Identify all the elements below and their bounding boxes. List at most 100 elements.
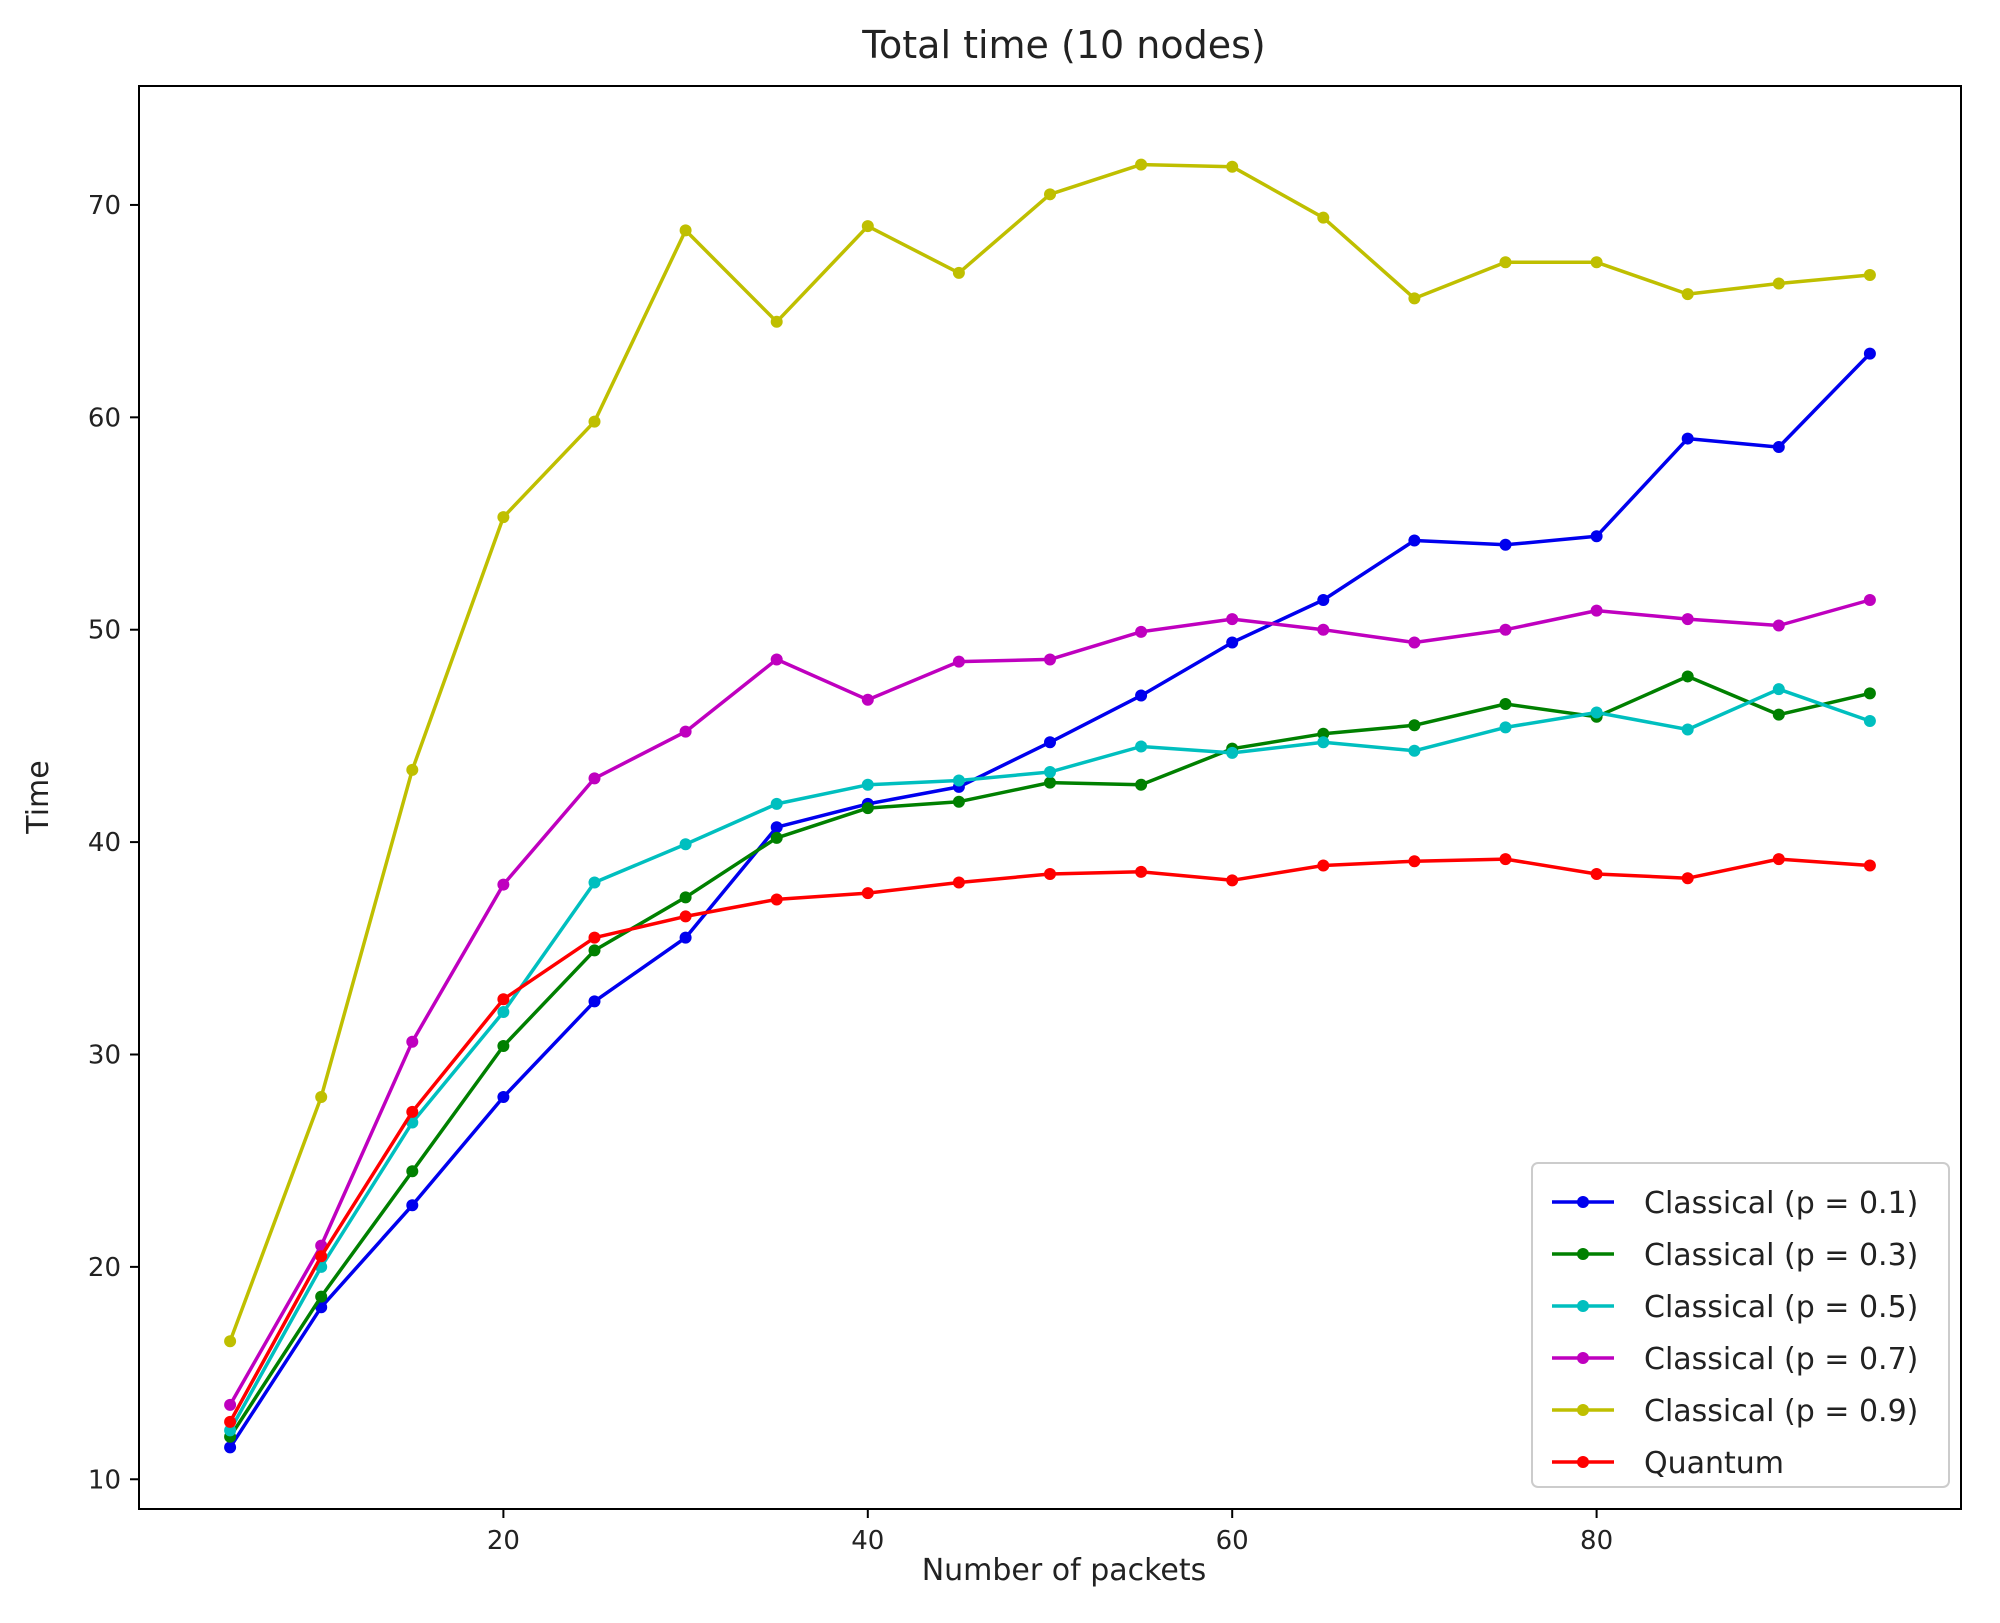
data-point	[315, 1250, 328, 1263]
legend-label: Classical (p = 0.1)	[1644, 1186, 1918, 1221]
data-point	[1681, 613, 1694, 626]
data-point	[1590, 706, 1603, 719]
data-point	[1317, 727, 1330, 740]
data-point	[1863, 859, 1876, 872]
data-point	[1772, 277, 1785, 290]
series-layer	[224, 158, 1876, 1454]
legend-label: Classical (p = 0.3)	[1644, 1238, 1918, 1273]
data-point	[861, 220, 874, 233]
data-point	[497, 1006, 510, 1019]
data-point	[1317, 736, 1330, 749]
data-point	[1408, 292, 1421, 305]
data-point	[588, 931, 601, 944]
data-point	[861, 802, 874, 815]
data-point	[1317, 593, 1330, 606]
data-point	[1135, 689, 1148, 702]
data-point	[224, 1415, 237, 1428]
data-point	[1317, 623, 1330, 636]
data-point	[497, 511, 510, 524]
data-point	[952, 876, 965, 889]
data-point	[1681, 670, 1694, 683]
data-point	[1408, 636, 1421, 649]
data-point	[952, 266, 965, 279]
data-point	[679, 931, 692, 944]
data-point	[679, 891, 692, 904]
legend-swatch-marker	[1577, 1196, 1589, 1208]
data-point	[770, 893, 783, 906]
data-point	[1135, 158, 1148, 171]
y-tick-label: 70	[88, 191, 121, 221]
data-point	[224, 1424, 237, 1437]
data-point	[1226, 746, 1239, 759]
data-point	[1681, 872, 1694, 885]
x-tick-label: 60	[1216, 1526, 1249, 1556]
data-point	[1499, 853, 1512, 866]
data-point	[1408, 855, 1421, 868]
data-point	[770, 315, 783, 328]
data-point	[1590, 530, 1603, 543]
data-point	[1135, 625, 1148, 638]
legend-swatch-marker	[1577, 1404, 1589, 1416]
data-point	[1044, 867, 1056, 880]
legend: Classical (p = 0.1) Classical (p = 0.3) Cl…	[1531, 1162, 1950, 1488]
series-6	[224, 853, 1876, 1428]
data-point	[224, 1398, 237, 1411]
y-tick-label: 20	[88, 1253, 121, 1283]
data-point	[1772, 708, 1785, 721]
legend-swatch-marker	[1577, 1352, 1589, 1364]
data-point	[497, 878, 510, 891]
data-point	[406, 1035, 419, 1048]
data-point	[1772, 441, 1785, 454]
data-point	[406, 1105, 419, 1118]
data-point	[1135, 865, 1148, 878]
data-point	[770, 653, 783, 666]
data-point	[1499, 698, 1512, 711]
data-point	[1317, 211, 1330, 224]
series-3	[224, 683, 1876, 1437]
series-4	[224, 593, 1876, 1411]
data-point	[1681, 723, 1694, 736]
x-tick-label: 20	[487, 1526, 520, 1556]
chart-title: Total time (10 nodes)	[861, 23, 1265, 67]
data-point	[679, 910, 692, 923]
data-point	[1590, 604, 1603, 617]
x-axis-label: Number of packets	[922, 1553, 1207, 1588]
x-tick-label: 80	[1580, 1526, 1613, 1556]
data-point	[497, 1039, 510, 1052]
data-point	[1499, 538, 1512, 551]
data-point	[588, 876, 601, 889]
y-tick-label: 40	[88, 828, 121, 858]
legend-item: Classical (p = 0.5)	[1552, 1290, 1918, 1325]
data-point	[224, 1441, 237, 1454]
data-point	[1772, 683, 1785, 696]
data-point	[770, 821, 783, 834]
legend-label: Classical (p = 0.9)	[1644, 1394, 1918, 1429]
data-point	[315, 1290, 328, 1303]
data-point	[1590, 867, 1603, 880]
data-point	[1226, 874, 1239, 887]
y-axis-label: Time	[21, 760, 56, 834]
data-point	[679, 725, 692, 738]
legend-swatch-marker	[1577, 1248, 1589, 1260]
x-axis: 20 40 60 80	[487, 1509, 1613, 1556]
data-point	[1408, 534, 1421, 547]
data-point	[1590, 256, 1603, 269]
data-point	[1044, 766, 1056, 779]
data-point	[952, 795, 965, 808]
data-point	[1863, 687, 1876, 700]
y-tick-label: 50	[88, 616, 121, 646]
data-point	[1044, 188, 1056, 201]
data-point	[952, 774, 965, 787]
legend-item: Classical (p = 0.1)	[1552, 1186, 1918, 1221]
data-point	[861, 693, 874, 706]
data-point	[406, 763, 419, 776]
data-point	[406, 1199, 419, 1212]
data-point	[1135, 740, 1148, 753]
series-5	[224, 158, 1876, 1348]
data-point	[952, 655, 965, 668]
data-point	[588, 772, 601, 785]
data-point	[1681, 432, 1694, 445]
data-point	[1226, 613, 1239, 626]
data-point	[1044, 653, 1056, 666]
